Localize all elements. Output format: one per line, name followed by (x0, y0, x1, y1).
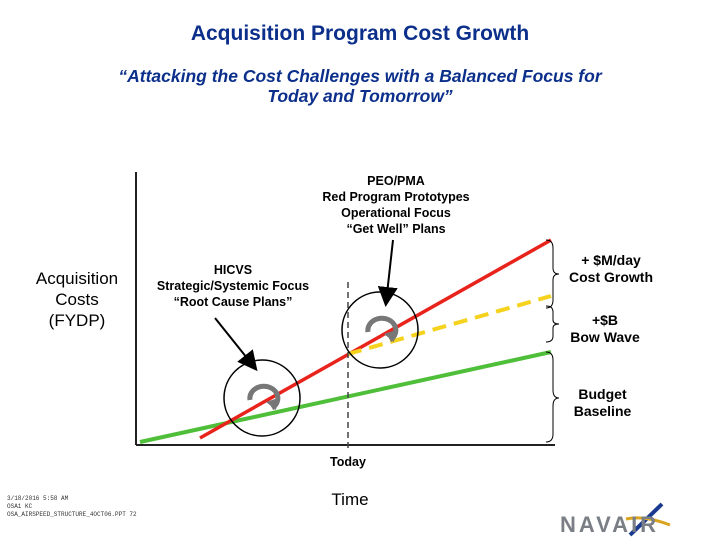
cost-growth-line (199, 238, 552, 440)
page-title: Acquisition Program Cost Growth (190, 22, 530, 45)
footer-line-1: 3/18/2016 5:58 AM (7, 495, 69, 502)
peo-pma-line-4: “Get Well” Plans (346, 222, 446, 236)
hicvs-line-2: Strategic/Systemic Focus (156, 279, 310, 293)
bow-wave-line (347, 294, 552, 356)
footer-line-2: OSA1 KC (7, 503, 33, 510)
footer-line-3: OSA_AIRSPEED_STRUCTURE_4OCT06.PPT 72 (7, 511, 137, 518)
cost-growth-label-line-1: + $M/day (581, 252, 641, 268)
subtitle-line-2: Today and Tomorrow” (267, 86, 453, 106)
peo-pma-focus-circle (341, 291, 419, 369)
bow-wave-label-line-1: +$B (591, 312, 619, 328)
budget-baseline-brace (545, 351, 560, 443)
budget-baseline-label-line-1: Budget (578, 386, 627, 402)
y-axis-label-line-1: Acquisition (35, 269, 119, 288)
y-axis-label-line-2: Costs (55, 290, 99, 309)
bow-wave-brace (545, 305, 560, 343)
navair-logo: NAVAIR (560, 512, 660, 537)
budget-baseline-label-line-2: Baseline (573, 403, 632, 419)
peo-pma-pointer-arrow (377, 239, 398, 307)
y-axis-label: Acquisition Costs (FYDP) (22, 268, 132, 331)
bow-wave-label-line-2: Bow Wave (570, 329, 640, 345)
page-subtitle: “Attacking the Cost Challenges with a Ba… (60, 66, 660, 106)
hicvs-pointer-arrow (214, 317, 258, 372)
hicvs-line-3: “Root Cause Plans” (173, 295, 293, 309)
peo-pma-line-3: Operational Focus (341, 206, 451, 220)
cost-growth-brace (545, 239, 560, 309)
footer-info: 3/18/2016 5:58 AM OSA1 KC OSA_AIRSPEED_S… (7, 495, 137, 519)
cost-growth-label-line-2: Cost Growth (569, 269, 653, 285)
cost-growth-label: + $M/day Cost Growth (555, 252, 667, 286)
budget-baseline-label: Budget Baseline (555, 386, 650, 420)
y-axis-label-line-3: (FYDP) (48, 311, 106, 330)
subtitle-line-1: “Attacking the Cost Challenges with a Ba… (118, 66, 602, 86)
peo-pma-line-1: PEO/PMA (367, 174, 425, 188)
peo-pma-line-2: Red Program Prototypes (322, 190, 470, 204)
peo-pma-annotation: PEO/PMA Red Program Prototypes Operation… (296, 173, 496, 237)
x-axis-label: Time (331, 490, 369, 509)
hicvs-line-1: HICVS (213, 263, 253, 277)
budget-baseline-line (139, 350, 552, 444)
hicvs-focus-circle (223, 359, 301, 437)
bow-wave-label: +$B Bow Wave (555, 312, 655, 346)
today-label: Today (330, 455, 366, 469)
hicvs-annotation: HICVS Strategic/Systemic Focus “Root Cau… (143, 262, 323, 310)
navair-logo-icon (625, 502, 671, 537)
